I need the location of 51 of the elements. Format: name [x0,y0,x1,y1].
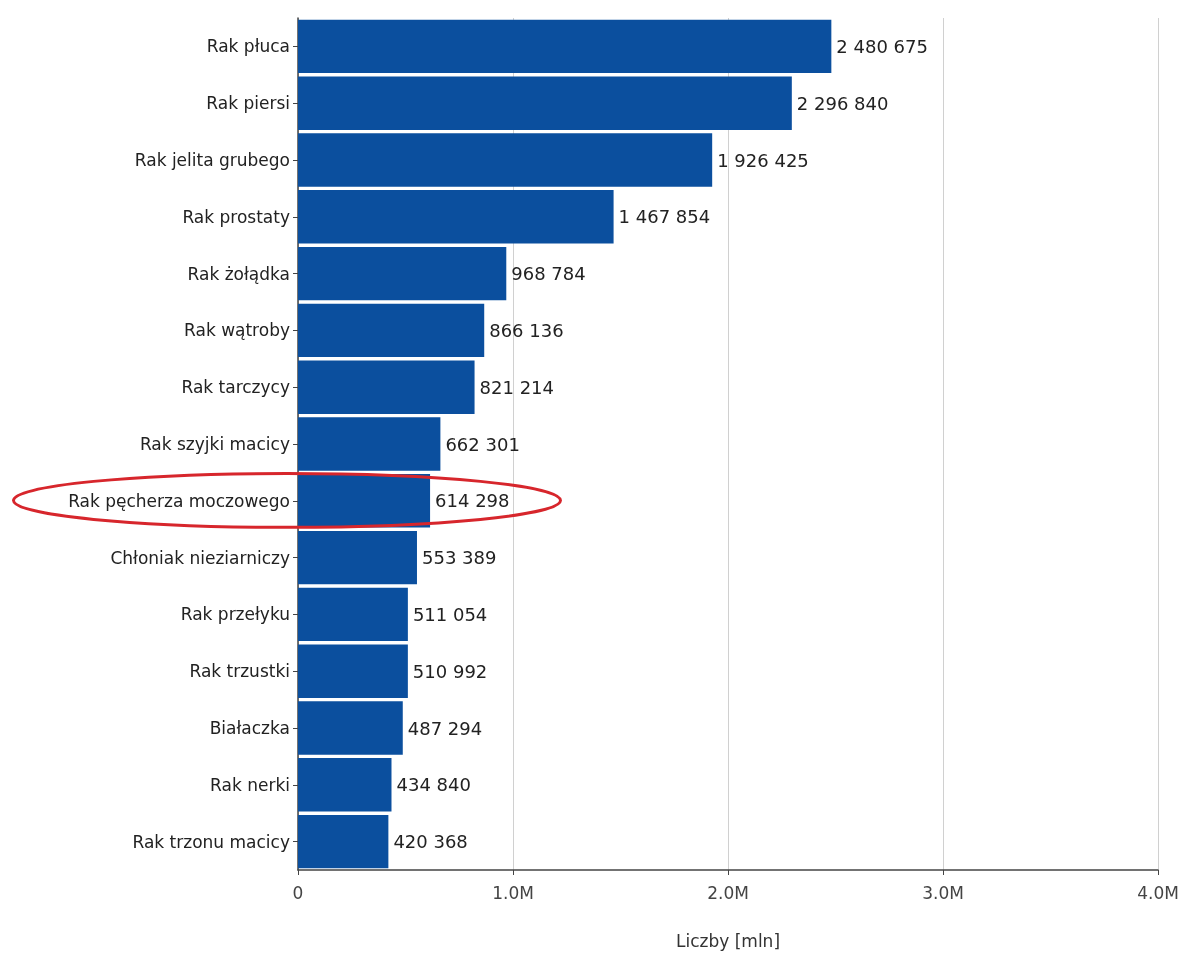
y-tick-label: Rak żołądka [187,263,290,284]
y-tick-label: Rak trzustki [189,661,290,682]
bar [298,19,832,74]
bar [298,246,507,301]
x-axis-title: Liczby [mln] [675,930,781,951]
bar [298,701,403,755]
bar [298,190,614,244]
y-tick-label: Rak prostaty [182,206,290,227]
x-tick-label: 1.0M [492,882,534,903]
data-label: 821 214 [479,376,554,398]
y-tick-label: Rak trzonu macicy [132,831,290,852]
y-tick-label: Rak piersi [206,93,290,114]
data-label: 487 294 [407,717,483,739]
data-label: 553 389 [421,547,497,569]
data-label: 420 368 [393,831,468,853]
data-label: 511 054 [412,603,488,625]
data-label: 510 992 [412,660,488,682]
data-label: 1 467 854 [618,206,711,228]
data-label: 866 136 [489,319,564,341]
y-tick-label: Rak wątroby [184,320,290,341]
y-tick-label: Rak szyjki macicy [139,434,290,454]
y-tick-label: Rak tarczycy [181,377,290,398]
bar [298,360,475,414]
x-tick-label: 0 [292,882,304,903]
bar [298,530,417,585]
bar [298,474,431,528]
x-tick-label: 3.0M [922,882,964,903]
bar [298,587,408,642]
y-tick-label: Rak jelita grubego [134,150,290,170]
bar [298,133,713,187]
data-label: 662 301 [445,433,520,455]
bar [298,76,792,130]
y-tick-label: Rak płuca [206,36,290,57]
data-label: 2 480 675 [836,35,928,57]
y-tick-label: Rak pęcherza moczowego [68,490,290,511]
bar [298,303,485,358]
bar [298,417,441,471]
data-label: 2 296 840 [796,92,889,114]
y-tick-label: Rak przełyku [180,604,290,625]
data-label: 968 784 [511,263,586,285]
data-label: 434 840 [396,774,471,796]
y-tick-label: Rak nerki [210,774,290,795]
bar [298,814,389,869]
y-tick-label: Białaczka [209,718,290,738]
x-tick-label: 4.0M [1137,882,1179,903]
data-label: 1 926 425 [717,149,809,171]
data-label: 614 298 [435,490,510,512]
bar [298,758,392,812]
x-tick-label: 2.0M [707,882,749,903]
bar [298,644,408,698]
y-tick-label: Chłoniak nieziarniczy [110,547,290,568]
